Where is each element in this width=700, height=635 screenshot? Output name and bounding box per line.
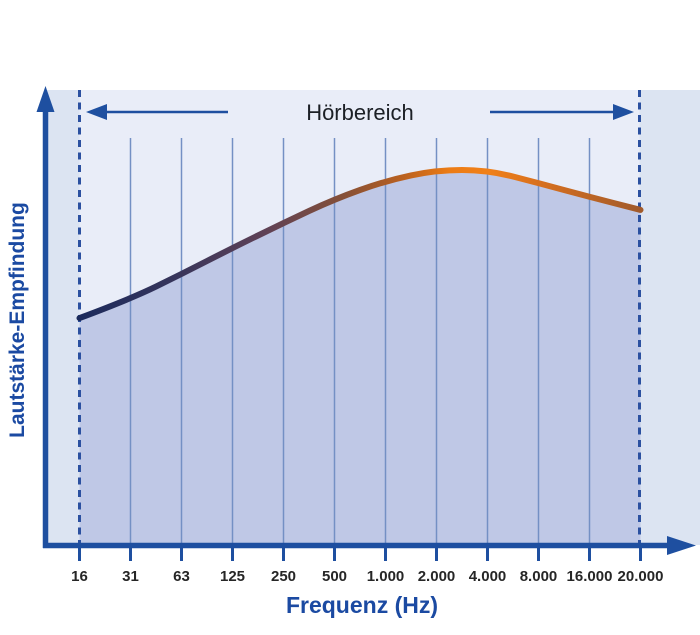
loudness-area-fill bbox=[79, 170, 641, 545]
x-tick-label: 8.000 bbox=[520, 568, 558, 585]
x-tick-label: 125 bbox=[220, 568, 245, 585]
x-tick-label: 16.000 bbox=[567, 568, 613, 585]
x-tick-label: 16 bbox=[71, 568, 88, 585]
x-tick-label: 20.000 bbox=[618, 568, 664, 585]
x-tick-label: 500 bbox=[322, 568, 347, 585]
y-axis-label: Lautstärke-Empfindung bbox=[6, 202, 29, 438]
arrow-right-icon bbox=[613, 104, 634, 120]
grid-lines bbox=[129, 138, 591, 545]
x-axis-arrow-icon bbox=[667, 536, 696, 555]
x-tick-label: 2.000 bbox=[418, 568, 456, 585]
chart-title: Hörbereich bbox=[306, 100, 414, 125]
x-tick-label: 31 bbox=[122, 568, 139, 585]
hearing-range-arrows bbox=[86, 104, 634, 120]
x-tick-marks bbox=[78, 545, 642, 561]
x-tick-label: 4.000 bbox=[469, 568, 507, 585]
arrow-left-icon bbox=[86, 104, 107, 120]
y-axis bbox=[36, 86, 55, 548]
x-tick-label: 1.000 bbox=[367, 568, 405, 585]
x-axis bbox=[43, 536, 696, 555]
y-axis-arrow-icon bbox=[36, 86, 55, 112]
loudness-curve bbox=[76, 166, 644, 322]
x-tick-label: 63 bbox=[173, 568, 190, 585]
x-tick-label: 250 bbox=[271, 568, 296, 585]
x-axis-label: Frequenz (Hz) bbox=[286, 592, 438, 618]
x-tick-labels: 16 31 63 125 250 500 1.000 2.000 4.000 8.000 16.00… bbox=[71, 568, 663, 585]
